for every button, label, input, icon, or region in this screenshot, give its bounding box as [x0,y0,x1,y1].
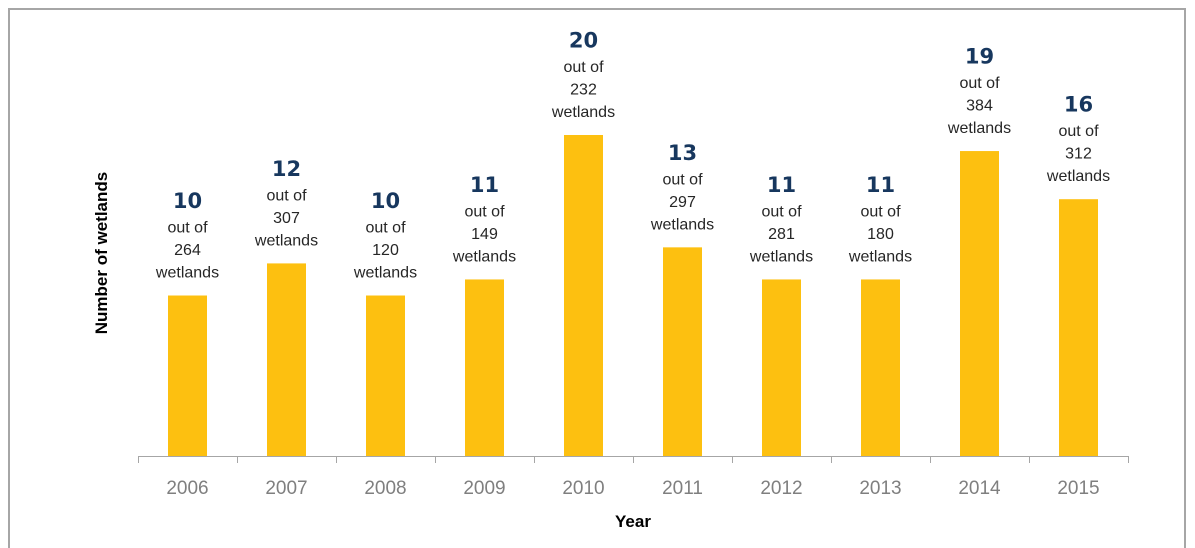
annotation-suffix: wetlands [155,265,219,282]
x-tick-label: 2009 [463,478,505,499]
annotation-prefix: out of [167,220,208,237]
data-value-label: 10 [173,189,202,213]
x-axis: 2006 2007 2008 2009 2010 2011 2012 2013 2014 2015 [138,456,1129,499]
annotation-total: 384 [966,98,993,115]
annotation-suffix: wetlands [452,248,516,265]
annotation-total: 281 [768,226,795,243]
annotation-total: 120 [372,242,399,259]
data-value-label: 11 [866,173,895,197]
labels-group: wetlands 264 out of 10 wetlands 307 out of 12 we… [155,29,1110,282]
annotation-prefix: out of [563,59,604,76]
bar-2006 [168,295,207,456]
chart-frame [8,8,1186,548]
x-tick-label: 2011 [662,478,703,499]
y-axis-title: Number of wetlands [92,172,111,334]
bar-2007 [267,263,306,456]
bar-2015 [1059,199,1098,456]
data-value-label: 11 [767,173,796,197]
bar-2008 [366,295,405,456]
data-value-label: 20 [569,29,598,53]
bars-group [168,135,1098,457]
bar-2013 [861,279,900,456]
annotation-prefix: out of [464,203,505,220]
annotation-suffix: wetlands [1046,168,1110,185]
annotation-prefix: out of [662,171,703,188]
annotation-total: 180 [867,226,894,243]
x-tick-label: 2010 [562,478,604,499]
annotation-suffix: wetlands [749,248,813,265]
annotation-prefix: out of [365,220,406,237]
x-tick-label: 2008 [364,478,406,499]
bar-2011 [663,247,702,456]
bar-2012 [762,279,801,456]
x-tick-label: 2012 [760,478,802,499]
bar-2010 [564,135,603,456]
annotation-suffix: wetlands [353,265,417,282]
annotation-prefix: out of [860,203,901,220]
x-tick-label: 2007 [265,478,307,499]
bar-2009 [465,279,504,456]
x-axis-title: Year [615,512,651,531]
annotation-prefix: out of [761,203,802,220]
x-tick-label: 2015 [1057,478,1099,499]
annotation-prefix: out of [959,75,1000,92]
bar-2014 [960,151,999,457]
x-tick-label: 2006 [166,478,208,499]
annotation-prefix: out of [1058,123,1099,140]
x-tick-label: 2013 [859,478,901,499]
data-value-label: 16 [1064,93,1093,117]
data-value-label: 19 [965,45,994,69]
annotation-suffix: wetlands [650,216,714,233]
annotation-total: 264 [174,242,201,259]
x-tick-label: 2014 [958,478,1001,499]
annotation-suffix: wetlands [254,232,318,249]
annotation-total: 232 [570,82,597,99]
annotation-total: 149 [471,226,498,243]
data-value-label: 10 [371,189,400,213]
annotation-total: 307 [273,210,300,227]
annotation-suffix: wetlands [551,104,615,121]
data-value-label: 13 [668,141,697,165]
annotation-total: 312 [1065,146,1092,163]
annotation-suffix: wetlands [947,120,1011,137]
annotation-suffix: wetlands [848,248,912,265]
data-value-label: 11 [470,173,499,197]
annotation-prefix: out of [266,187,307,204]
annotation-total: 297 [669,194,696,211]
data-value-label: 12 [272,157,301,181]
